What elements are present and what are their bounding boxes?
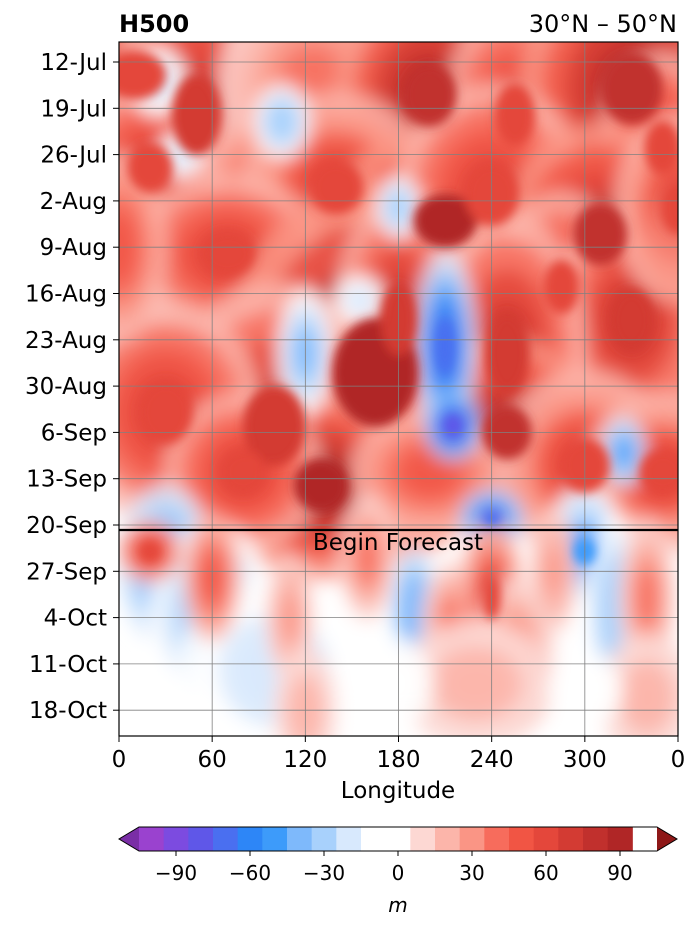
y-tick-label: 20-Sep [26,513,107,539]
anomaly-field-detail [119,50,678,621]
colorbar-label: m [388,893,407,917]
x-tick-label: 180 [377,747,421,773]
colorbar-segment [607,827,633,851]
colorbar-segment [558,827,584,851]
x-tick-label: 0 [671,747,686,773]
colorbar-segment [336,827,362,851]
x-tick-label: 240 [470,747,514,773]
title-right: 30°N – 50°N [529,10,677,38]
colorbar-segment [287,827,313,851]
x-tick-label: 300 [563,747,607,773]
colorbar-segment [459,827,485,851]
colorbar-segment [311,827,337,851]
colorbar-tick-label: −30 [303,861,345,885]
colorbar-segment [410,827,436,851]
colorbar-segment [188,827,214,851]
colorbar-segment [509,827,535,851]
x-tick-label: 0 [112,747,127,773]
colorbar-segment [435,827,461,851]
y-tick-label: 23-Aug [25,328,107,354]
colorbar-segment [262,827,288,851]
y-tick-label: 18-Oct [29,698,107,724]
colorbar-over-arrow [657,827,677,851]
colorbar-segment [484,827,510,851]
colorbar-segment [361,827,387,851]
y-tick-label: 19-Jul [40,96,107,122]
y-tick-label: 6-Sep [41,420,107,446]
colorbar: −90 −60 −30 0 30 60 90 [118,826,678,885]
x-axis-label: Longitude [341,778,455,804]
y-tick-label: 13-Sep [26,467,107,493]
colorbar-segment [583,827,609,851]
colorbar-tick-label: 30 [459,861,484,885]
plot-area [119,42,678,736]
colorbar-segment [139,827,165,851]
grid-lines [119,42,678,736]
colorbar-tick-label: 0 [392,861,405,885]
x-ticks: 0 60 120 180 240 300 0 [112,736,686,773]
colorbar-segment [237,827,263,851]
y-tick-label: 12-Jul [40,50,107,76]
y-tick-label: 30-Aug [25,374,107,400]
colorbar-outline [118,826,678,852]
colorbar-segment [385,827,411,851]
y-tick-label: 9-Aug [40,235,107,261]
y-tick-label: 11-Oct [29,652,107,678]
y-tick-label: 27-Sep [26,559,107,585]
y-tick-label: 26-Jul [40,143,107,169]
colorbar-segment [213,827,239,851]
x-tick-label: 60 [198,747,227,773]
colorbar-segment [533,827,559,851]
colorbar-under-arrow [119,827,139,851]
y-tick-label: 4-Oct [44,606,107,632]
y-ticks: 12-Jul 19-Jul 26-Jul 2-Aug 9-Aug 16-Aug 23-Aug… [25,50,119,724]
colorbar-segment [163,827,189,851]
colorbar-tick-label: 90 [607,861,632,885]
colorbar-tick-label: −60 [229,861,271,885]
colorbar-tick-label: 60 [533,861,558,885]
colorbar-tick-label: −90 [155,861,197,885]
forecast-label: Begin Forecast [313,530,483,556]
y-tick-label: 2-Aug [40,189,107,215]
y-tick-label: 16-Aug [25,282,107,308]
title-left: H500 [119,10,189,38]
x-tick-label: 120 [283,747,327,773]
